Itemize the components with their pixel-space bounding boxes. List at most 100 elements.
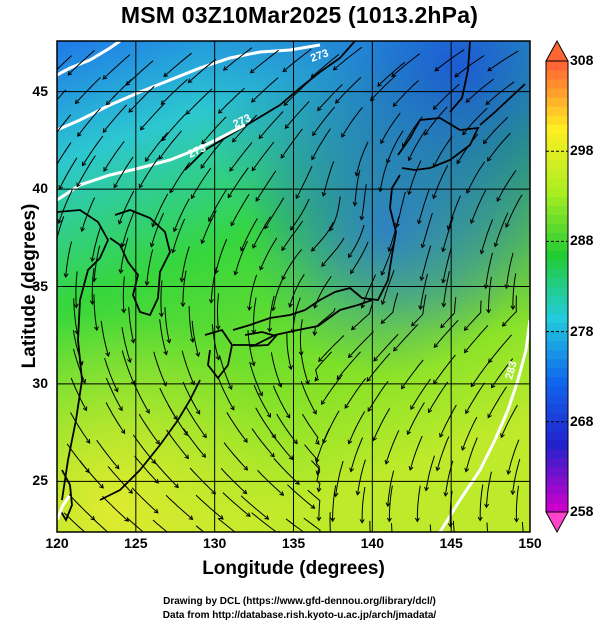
streamline [121,350,135,385]
streamline [407,402,425,435]
coastline-taiwan [59,469,73,523]
streamline-arrowhead [319,542,323,546]
streamline [429,524,432,532]
coastline-honshu-south [233,299,373,346]
map-title: MSM 03Z10Mar2025 (1013.2hPa) [120,2,479,28]
contour-283 [438,319,530,532]
streamline-arrowhead [120,429,126,435]
streamline-arrowhead [249,68,255,74]
streamline [453,520,455,532]
x-axis-label: Longitude (degrees) [202,558,385,579]
streamline-arrowhead [505,222,510,228]
streamline-arrowhead [240,246,245,252]
streamline [507,439,520,475]
streamline-arrowhead [466,189,471,194]
streamline-arrowhead [117,219,123,225]
streamline-arrowhead [440,323,445,329]
colorbar-band [546,187,568,197]
streamline [215,238,228,274]
streamline [439,404,457,438]
streamline-arrowhead [414,517,420,523]
streamline [361,274,377,308]
streamline [512,458,521,495]
streamline [391,523,393,532]
streamline [289,274,305,308]
streamline-arrowhead [525,554,529,558]
streamline-arrowhead [283,101,289,106]
streamline-arrowhead [190,380,195,386]
streamline-arrowhead [321,262,326,267]
streamline [82,135,104,166]
streamline-arrowhead [465,409,470,415]
streamline [357,459,366,495]
streamline [264,197,285,229]
streamline-arrowhead [145,157,150,163]
streamline [433,136,453,168]
streamline [361,486,366,523]
colorbar-bottom-triangle [545,511,569,534]
lat-lon-grid [57,41,530,532]
streamline-arrowhead [347,253,353,259]
streamline-arrowhead [229,166,234,172]
streamline-arrowhead [215,325,221,331]
streamline-arrowhead [190,194,196,200]
streamline [188,306,194,342]
streamline [380,112,401,144]
streamline [465,437,478,472]
streamline [251,77,279,103]
streamline [336,351,361,380]
streamline [269,295,275,332]
streamline [65,241,72,278]
streamline-arrowhead [252,243,257,249]
streamline [217,518,236,532]
streamline-arrowhead [267,327,273,333]
streamline-arrowhead [355,490,361,496]
colorbar-band [546,160,568,170]
streamline-arrowhead [386,517,392,523]
streamline [373,333,399,362]
streamline-arrowhead [144,281,150,286]
streamline [335,77,362,104]
streamline [366,352,391,382]
streamline-arrowhead [441,278,446,284]
streamline-arrowhead [501,321,507,327]
colorbar-band [546,214,568,224]
streamline-arrowhead [487,156,492,162]
streamline-arrowhead [395,222,400,228]
streamline [103,140,125,172]
streamline [93,294,98,331]
streamline-arrowhead [187,78,193,84]
streamline-arrowhead [312,131,317,137]
coastline-shikoku [244,331,278,347]
colorbar-tick-308: 308 [570,52,594,68]
streamline [332,485,337,522]
streamline-arrowhead [218,515,224,520]
streamline-arrowhead [464,467,470,473]
streamline [470,189,487,224]
streamline-arrowhead [102,74,108,80]
streamline-arrowhead [293,439,298,445]
coastline-honshu [232,174,401,331]
streamline-arrowhead [233,270,239,276]
streamline [229,142,253,172]
streamline-arrowhead [74,330,80,335]
streamline [118,190,135,224]
streamline [303,517,321,532]
streamline [253,297,257,334]
streamline-arrowhead [295,194,300,200]
streamline [464,324,489,353]
streamline-arrowhead [313,303,318,309]
x-tick-145: 145 [439,535,463,551]
streamline-arrowhead [493,242,499,248]
streamline-arrowhead [124,517,130,522]
streamline-arrowhead [419,276,425,282]
streamline-arrowhead [347,353,353,359]
streamline-arrowhead [317,106,322,112]
colorbar-band [546,142,568,152]
streamline [512,273,517,310]
streamline-arrowhead [410,405,415,411]
colorbar-band [546,331,568,342]
streamline [409,435,423,471]
streamline [191,167,212,199]
streamline-arrowhead [417,219,422,225]
